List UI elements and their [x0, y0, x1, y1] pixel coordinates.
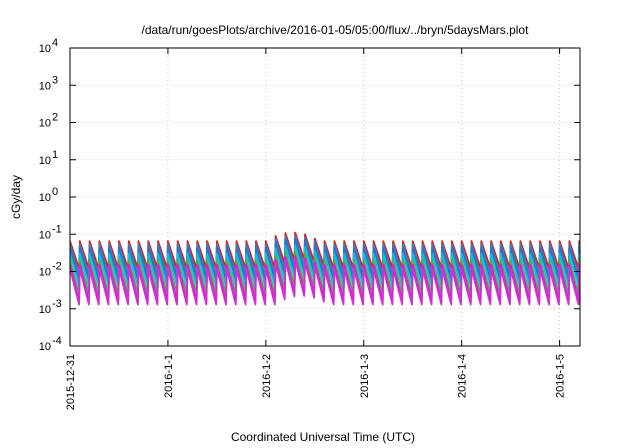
y-tick-exponent: 0 [52, 186, 58, 198]
x-tick-label: 2016-1-2 [261, 354, 273, 398]
y-tick-label: 10 [39, 267, 51, 279]
y-tick-label: 10 [39, 80, 51, 92]
y-tick-label: 10 [39, 229, 51, 241]
y-tick-label: 10 [39, 192, 51, 204]
axis-ticks [69, 47, 580, 347]
x-axis-title: Coordinated Universal Time (UTC) [231, 430, 415, 444]
y-tick-exponent: 1 [52, 149, 58, 161]
y-tick-exponent: -3 [52, 298, 62, 310]
x-tick-label: 2016-1-3 [359, 354, 371, 398]
x-tick-label: 2016-1-5 [555, 354, 567, 398]
y-tick-exponent: -1 [52, 223, 62, 235]
series-line-6 [70, 259, 580, 306]
y-tick-label: 10 [39, 155, 51, 167]
y-tick-exponent: -4 [52, 335, 62, 347]
y-tick-exponent: 2 [52, 112, 58, 124]
x-tick-label: 2016-1-1 [163, 354, 175, 398]
y-tick-exponent: 3 [52, 74, 58, 86]
x-tick-labels: 2015-12-31 2016-1-1 2016-1-2 2016-1-3 2016-1… [65, 354, 567, 410]
x-tick-label: 2015-12-31 [65, 354, 77, 410]
y-tick-exponent: 4 [52, 37, 58, 49]
y-tick-label: 10 [39, 304, 51, 316]
y-tick-label: 10 [39, 118, 51, 130]
y-tick-label: 10 [39, 43, 51, 55]
y-tick-exponent: -2 [52, 261, 62, 273]
chart-title: /data/run/goesPlots/archive/2016-01-05/0… [142, 23, 530, 37]
series-layer [70, 231, 580, 306]
x-tick-label: 2016-1-4 [457, 354, 469, 398]
y-axis-title: cGy/day [9, 175, 23, 219]
y-tick-label: 10 [39, 341, 51, 353]
